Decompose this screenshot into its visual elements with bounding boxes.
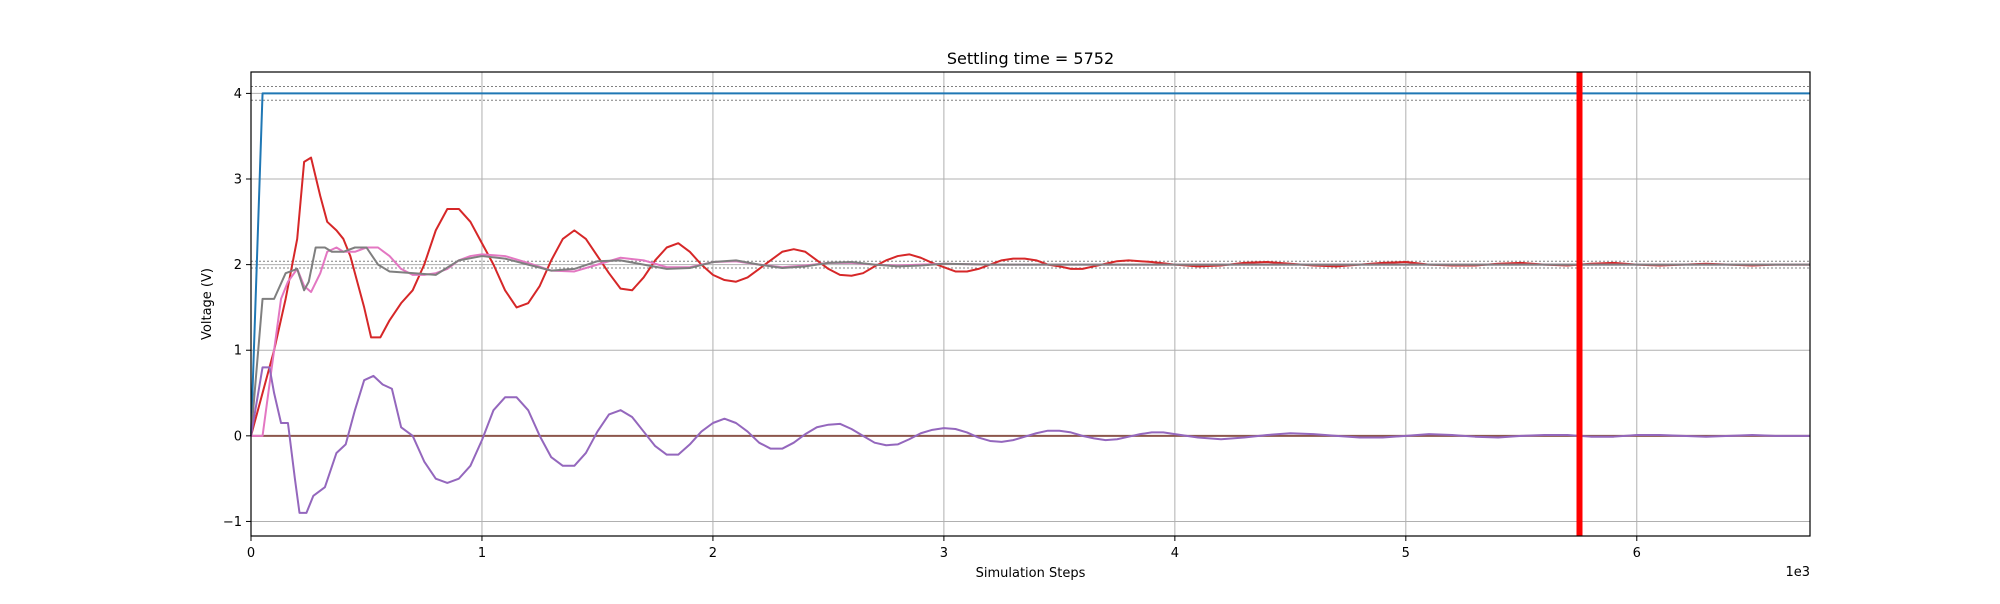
series-line [250, 156, 1810, 437]
x-tick-label: 4 [1171, 546, 1179, 561]
x-tick-label: 2 [709, 546, 717, 561]
series-line [250, 366, 1810, 514]
series-line [250, 92, 1810, 436]
series-layer [250, 92, 1810, 514]
x-tick-label: 1 [478, 546, 486, 561]
chart-title: Settling time = 5752 [947, 49, 1114, 68]
x-tick-label: 3 [940, 546, 948, 561]
y-tick-label: 2 [234, 258, 242, 273]
y-tick-label: 4 [234, 87, 242, 102]
y-tick-label: −1 [223, 515, 242, 530]
x-axis-multiplier: 1e3 [1785, 565, 1810, 580]
x-tick-label: 0 [247, 546, 255, 561]
x-tick-label: 6 [1633, 546, 1641, 561]
y-axis-label: Voltage (V) [200, 268, 215, 340]
y-tick-label: 3 [234, 173, 242, 188]
plot-frame [250, 71, 1811, 537]
tick-layer: 0 1 2 3 4 5 6 −1 0 1 2 3 4 [223, 87, 1641, 561]
y-tick-label: 1 [234, 344, 242, 359]
x-axis-label: Simulation Steps [976, 566, 1086, 581]
x-tick-label: 5 [1402, 546, 1410, 561]
series-line [250, 246, 1810, 436]
y-tick-label: 0 [234, 429, 242, 444]
